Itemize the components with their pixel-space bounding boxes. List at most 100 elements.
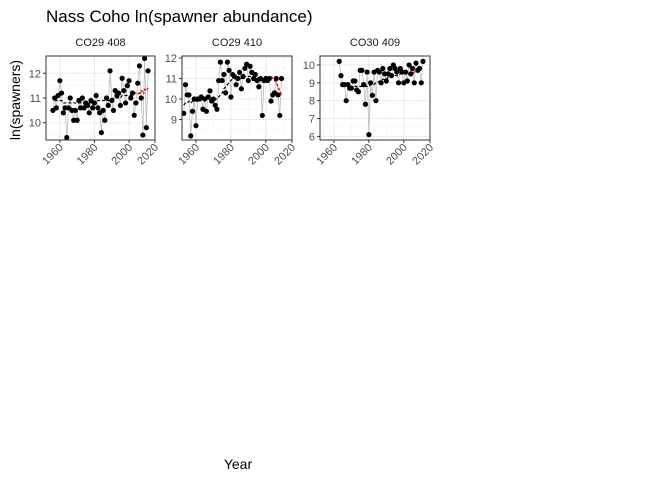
series-layer [50, 56, 151, 140]
observed-data-point [219, 77, 225, 84]
observed-data-point [107, 68, 113, 74]
y-tick-label: 12 [29, 68, 41, 80]
observed-data-point [338, 73, 344, 79]
observed-data-point [109, 97, 115, 104]
observed-data-point [86, 110, 92, 116]
facet-strip [46, 34, 155, 47]
observed-data-point [369, 92, 375, 98]
y-tick-label: 12 [165, 53, 177, 65]
observed-data-point [91, 100, 98, 106]
facet-title: CO30 409 [350, 37, 400, 49]
observed-data-point [416, 65, 423, 72]
observed-data-point [129, 90, 136, 96]
observed-data-point [378, 80, 384, 86]
observed-data-point [275, 92, 281, 98]
observed-data-point [368, 80, 374, 86]
observed-data-point [268, 98, 274, 104]
y-tick-label: 8 [309, 96, 315, 108]
observed-data-point [131, 112, 137, 118]
observed-data-point [278, 75, 285, 82]
chart-title: Nass Coho ln(spawner abundance) [46, 7, 313, 26]
facet-panel: CO30 409 6 7 8 9 10 1960 1980 2000 2020 [303, 34, 436, 167]
observed-data-point [84, 102, 91, 109]
observed-data-point [388, 73, 395, 79]
x-tick-label: 1980 [75, 142, 101, 168]
observed-data-point [228, 94, 234, 100]
observed-data-point [259, 112, 265, 119]
observed-data-point [418, 80, 424, 86]
observed-data-point [217, 59, 224, 65]
observed-data-point [102, 117, 108, 123]
observed-data-point [138, 95, 144, 101]
observed-data-point [376, 69, 382, 75]
observed-data-point [205, 94, 211, 100]
observed-data-point [380, 65, 386, 72]
observed-data-point [145, 68, 151, 74]
observed-data-point [348, 85, 355, 91]
observed-data-point [142, 56, 148, 62]
observed-data-point [409, 65, 416, 72]
observed-data-point [237, 69, 243, 75]
x-tick-label: 2020 [410, 142, 436, 168]
observed-data-point [135, 80, 141, 86]
facet-title: CO29 410 [212, 37, 262, 49]
observed-data-point [359, 67, 365, 73]
observed-data-point [64, 134, 70, 140]
x-tick-label: 2000 [246, 142, 272, 168]
y-axis-title: ln(spawners) [7, 60, 23, 140]
observed-data-point [98, 129, 104, 136]
observed-data-point [210, 96, 217, 102]
observed-data-point [57, 78, 63, 84]
x-tick-label: 2000 [384, 142, 410, 168]
observed-data-point [235, 75, 241, 82]
observed-data-point [226, 67, 232, 73]
observed-data-point [404, 78, 410, 84]
series-layer [336, 58, 426, 138]
observed-data-point [128, 95, 134, 101]
forecast-series-line [137, 87, 149, 95]
series-layer [182, 59, 285, 139]
observed-data-point [67, 95, 73, 101]
y-tick-label: 11 [30, 93, 41, 105]
x-tick-label: 2020 [272, 142, 298, 168]
x-tick-label: 1980 [211, 142, 237, 168]
observed-data-point [193, 123, 199, 129]
observed-data-point [242, 65, 248, 71]
observed-data-point [238, 86, 244, 92]
observed-data-point [122, 100, 129, 106]
observed-data-point [273, 75, 279, 82]
observed-data-point [420, 58, 426, 64]
x-tick-label: 1960 [176, 142, 202, 168]
observed-data-point [207, 88, 213, 94]
observed-data-point [373, 98, 379, 104]
observed-data-point [53, 105, 59, 111]
observed-data-point [395, 80, 402, 86]
observed-data-point [408, 71, 414, 77]
observed-data-point [126, 78, 132, 84]
observed-data-point [361, 81, 367, 88]
panel-border [319, 55, 431, 141]
observed-data-point [93, 92, 99, 99]
x-tick-label: 1960 [40, 142, 66, 168]
observed-data-point [402, 69, 409, 75]
observed-data-point [383, 78, 389, 84]
observed-data-point [247, 63, 253, 69]
observed-data-point [182, 110, 187, 116]
y-tick-label: 10 [29, 118, 41, 130]
y-tick-label: 9 [309, 78, 315, 90]
y-tick-label: 7 [309, 114, 315, 126]
observed-data-point [387, 65, 393, 72]
observed-data-point [362, 101, 368, 107]
observed-data-point [366, 132, 372, 138]
y-tick-label: 10 [303, 60, 315, 72]
observed-data-point [256, 84, 262, 90]
observed-data-point [105, 102, 111, 109]
x-tick-label: 2000 [109, 142, 135, 168]
observed-data-point [203, 108, 210, 114]
y-tick-label: 10 [165, 94, 177, 106]
observed-data-point [121, 87, 127, 94]
observed-data-point [133, 100, 139, 106]
facet-title: CO29 408 [75, 37, 125, 49]
observed-data-point [119, 75, 125, 81]
